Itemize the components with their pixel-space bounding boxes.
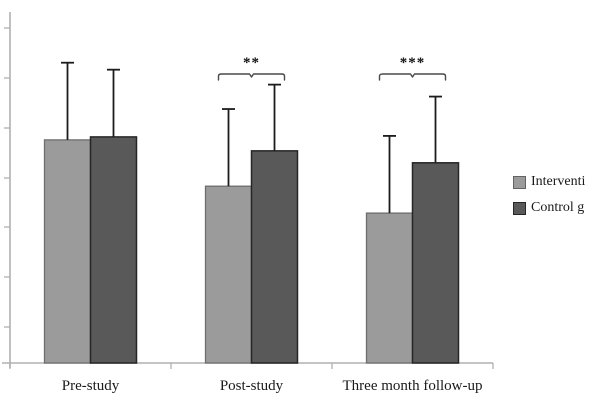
bar-control	[411, 162, 460, 364]
bar-intervention	[43, 139, 92, 364]
category-label: Post-study	[220, 378, 284, 394]
legend-label-intervention: Interventi	[531, 174, 586, 189]
bar-intervention	[365, 212, 414, 364]
significance-bracket	[378, 73, 447, 81]
bar-intervention	[204, 185, 253, 364]
category-label: Three month follow-up	[343, 378, 483, 394]
legend-item-intervention: Interventi	[513, 174, 600, 190]
intervention-swatch-icon	[513, 175, 526, 189]
legend: Interventi Control g	[513, 174, 600, 226]
significance-bracket	[217, 73, 286, 81]
legend-label-control: Control g	[531, 200, 585, 215]
control-swatch-icon	[513, 201, 526, 215]
legend-item-control: Control g	[513, 200, 600, 216]
significance-label: ***	[400, 55, 426, 71]
category-label: Pre-study	[62, 378, 120, 394]
bar-control	[250, 150, 299, 364]
bar-control	[89, 136, 138, 364]
significance-label: **	[243, 55, 260, 71]
